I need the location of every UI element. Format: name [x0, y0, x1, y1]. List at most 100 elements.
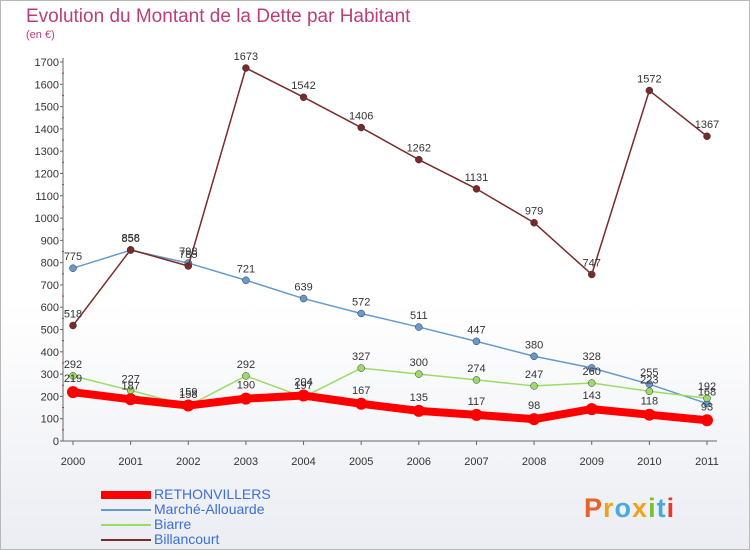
data-point [184, 262, 193, 270]
data-point [530, 218, 538, 227]
y-tick-label: 200 [41, 391, 59, 403]
data-point [124, 393, 137, 406]
chart-title: Evolution du Montant de la Dette par Hab… [26, 6, 411, 27]
data-point [357, 364, 365, 372]
data-label: 572 [352, 296, 370, 308]
logo-letter: i [666, 493, 676, 523]
data-point [415, 323, 423, 331]
data-point [69, 372, 77, 380]
legend-swatch [101, 491, 151, 499]
data-label: 518 [64, 309, 82, 321]
logo-letter: x [632, 493, 649, 523]
data-point [126, 245, 135, 254]
y-tick-label: 500 [41, 325, 59, 337]
data-point [470, 408, 483, 421]
legend-label: RETHONVILLERS [154, 486, 271, 502]
data-label: 1406 [349, 111, 373, 123]
data-label: 380 [525, 339, 543, 351]
data-point [701, 414, 713, 427]
chart-subtitle: (en €) [26, 29, 55, 41]
data-label: 158 [179, 389, 197, 401]
data-point [587, 364, 596, 372]
data-label: 247 [525, 369, 543, 381]
x-tick-label: 2005 [349, 456, 373, 468]
data-point [242, 64, 250, 72]
data-point [415, 370, 423, 378]
data-label: 117 [468, 396, 486, 408]
y-tick-label: 1200 [35, 168, 59, 180]
data-label: 1131 [465, 172, 489, 184]
data-point [472, 185, 481, 193]
x-tick-label: 2011 [695, 456, 719, 468]
data-point [415, 155, 423, 164]
data-label: 292 [237, 359, 255, 371]
data-label: 135 [410, 392, 428, 404]
logo-letter: r [603, 493, 615, 523]
data-label: 118 [641, 396, 659, 408]
data-point [645, 387, 654, 396]
data-point [587, 379, 596, 387]
data-point [357, 123, 365, 132]
y-tick-label: 800 [41, 258, 59, 270]
data-point [703, 394, 711, 402]
data-label: 1572 [637, 74, 661, 86]
data-label: 300 [410, 357, 428, 369]
data-label: 511 [410, 310, 428, 322]
data-label: 93 [701, 401, 713, 413]
data-point [239, 392, 252, 405]
data-label: 775 [64, 251, 82, 263]
data-point [645, 86, 654, 95]
data-point [67, 386, 79, 399]
data-label: 747 [583, 257, 601, 269]
data-label: 192 [698, 381, 716, 393]
y-tick-label: 1500 [35, 102, 59, 114]
data-label: 1542 [291, 80, 315, 92]
legend-swatch [101, 539, 151, 541]
y-tick-label: 1100 [35, 191, 59, 203]
y-tick-label: 0 [53, 436, 59, 448]
data-label: 204 [294, 377, 312, 389]
data-label: 1262 [407, 143, 431, 155]
data-point [242, 372, 250, 380]
data-point [643, 408, 656, 421]
y-tick-label: 1000 [35, 213, 59, 225]
data-label: 197 [294, 380, 312, 392]
data-label: 190 [237, 380, 255, 392]
legend-label: Billancourt [154, 531, 220, 547]
data-label: 856 [121, 233, 139, 245]
y-tick-label: 100 [41, 414, 59, 426]
series-line-1 [72, 249, 708, 405]
data-label: 274 [467, 363, 485, 375]
logo-letter: t [656, 493, 667, 523]
y-tick-label: 400 [41, 347, 59, 359]
legend-swatch [101, 509, 151, 511]
data-label: 255 [640, 367, 658, 379]
data-point [299, 294, 308, 303]
data-label: 159 [179, 387, 197, 399]
y-tick-label: 700 [41, 280, 59, 292]
logo-letter: P [584, 493, 604, 523]
data-point [357, 309, 365, 318]
data-label: 979 [525, 206, 543, 218]
data-point [297, 389, 310, 402]
x-tick-label: 2002 [176, 456, 200, 468]
data-label: 167 [352, 385, 370, 397]
data-point [585, 403, 598, 416]
logo-letter: i [648, 493, 657, 523]
data-label: 447 [467, 324, 485, 336]
data-label: 168 [698, 387, 716, 399]
y-tick-label: 600 [41, 302, 59, 314]
data-point [299, 93, 308, 101]
logo-letter: o [614, 493, 633, 523]
axes: 0 100 200 300 400 500 600 700 800 900 1000 1100 1200… [35, 57, 719, 468]
data-point [412, 404, 425, 417]
x-tick-label: 2010 [637, 456, 661, 468]
data-point [182, 399, 195, 412]
x-tick-label: 2006 [407, 456, 431, 468]
data-label: 328 [583, 351, 601, 363]
y-tick-label: 300 [41, 369, 59, 381]
data-labels-layer: 775 856 798 721 639 572 511 447 380 328 255 168 292 2… [64, 51, 719, 413]
data-label: 1673 [234, 51, 258, 63]
series-layer [67, 64, 713, 427]
